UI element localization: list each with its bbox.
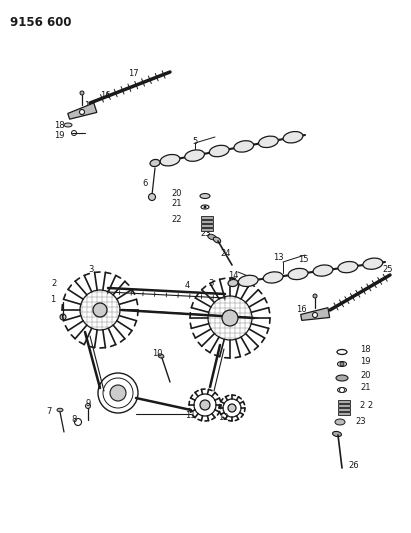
Ellipse shape (336, 375, 348, 381)
Bar (338, 400, 350, 403)
Text: 25: 25 (382, 265, 393, 274)
Text: 17: 17 (128, 69, 139, 77)
Circle shape (340, 362, 344, 366)
Bar (338, 412, 350, 415)
Ellipse shape (213, 237, 221, 243)
Text: 24: 24 (220, 248, 231, 257)
Circle shape (203, 206, 206, 208)
Text: 19: 19 (54, 131, 65, 140)
Text: 3: 3 (88, 265, 93, 274)
Text: 1: 1 (50, 295, 55, 304)
Circle shape (85, 403, 90, 408)
Polygon shape (68, 103, 97, 119)
Text: 13: 13 (273, 253, 284, 262)
Circle shape (339, 387, 344, 392)
Ellipse shape (363, 258, 383, 269)
Ellipse shape (64, 123, 72, 127)
Text: 16: 16 (296, 305, 307, 314)
Text: 9156 600: 9156 600 (10, 16, 72, 29)
Ellipse shape (234, 141, 254, 152)
Text: 18: 18 (54, 120, 65, 130)
Text: 20: 20 (171, 189, 182, 198)
Bar (338, 408, 350, 411)
Ellipse shape (238, 275, 258, 287)
Text: 21: 21 (171, 199, 182, 208)
Bar (201, 224, 213, 227)
Ellipse shape (332, 431, 342, 437)
Text: 15: 15 (85, 101, 95, 109)
Circle shape (93, 303, 107, 317)
Circle shape (313, 294, 317, 298)
Ellipse shape (185, 150, 205, 161)
Text: 3: 3 (208, 279, 213, 287)
Text: 4: 4 (185, 280, 190, 289)
Circle shape (148, 193, 155, 200)
Text: 19: 19 (360, 358, 370, 367)
Text: 12: 12 (218, 414, 229, 423)
Text: 14: 14 (228, 271, 238, 279)
Ellipse shape (57, 408, 63, 412)
Ellipse shape (288, 269, 308, 280)
Ellipse shape (158, 354, 164, 358)
Text: 22: 22 (171, 215, 182, 224)
Text: 7: 7 (46, 408, 51, 416)
Ellipse shape (160, 155, 180, 166)
Text: 2 2: 2 2 (360, 401, 373, 410)
Ellipse shape (283, 132, 303, 143)
Ellipse shape (335, 419, 345, 425)
Bar (338, 404, 350, 407)
Text: 8: 8 (71, 416, 76, 424)
Text: 9: 9 (85, 399, 90, 408)
Bar (201, 228, 213, 231)
Text: 2: 2 (52, 279, 57, 287)
Circle shape (222, 310, 238, 326)
Circle shape (79, 109, 85, 115)
Ellipse shape (200, 193, 210, 198)
Ellipse shape (259, 136, 278, 148)
Text: 11: 11 (185, 410, 196, 419)
Ellipse shape (337, 387, 346, 392)
Text: 23: 23 (200, 230, 210, 238)
Ellipse shape (313, 265, 333, 276)
Circle shape (228, 404, 236, 412)
Text: 16: 16 (100, 92, 111, 101)
Text: 26: 26 (348, 461, 359, 470)
Text: 5: 5 (192, 136, 197, 146)
Circle shape (110, 385, 126, 401)
Text: 23: 23 (355, 416, 366, 425)
Text: 15: 15 (298, 255, 309, 264)
Circle shape (200, 400, 210, 410)
Circle shape (80, 91, 84, 95)
Circle shape (60, 314, 66, 320)
Text: 21: 21 (360, 384, 370, 392)
Ellipse shape (338, 262, 358, 273)
Ellipse shape (208, 234, 216, 240)
Ellipse shape (150, 159, 160, 166)
Ellipse shape (209, 146, 229, 157)
Ellipse shape (228, 279, 238, 287)
Bar (201, 216, 213, 219)
Bar (201, 220, 213, 223)
Text: 10: 10 (152, 349, 162, 358)
Text: 18: 18 (360, 345, 371, 354)
Ellipse shape (263, 272, 283, 283)
Text: 20: 20 (360, 372, 370, 381)
Polygon shape (301, 308, 330, 320)
Text: 6: 6 (143, 179, 148, 188)
Circle shape (312, 312, 318, 318)
